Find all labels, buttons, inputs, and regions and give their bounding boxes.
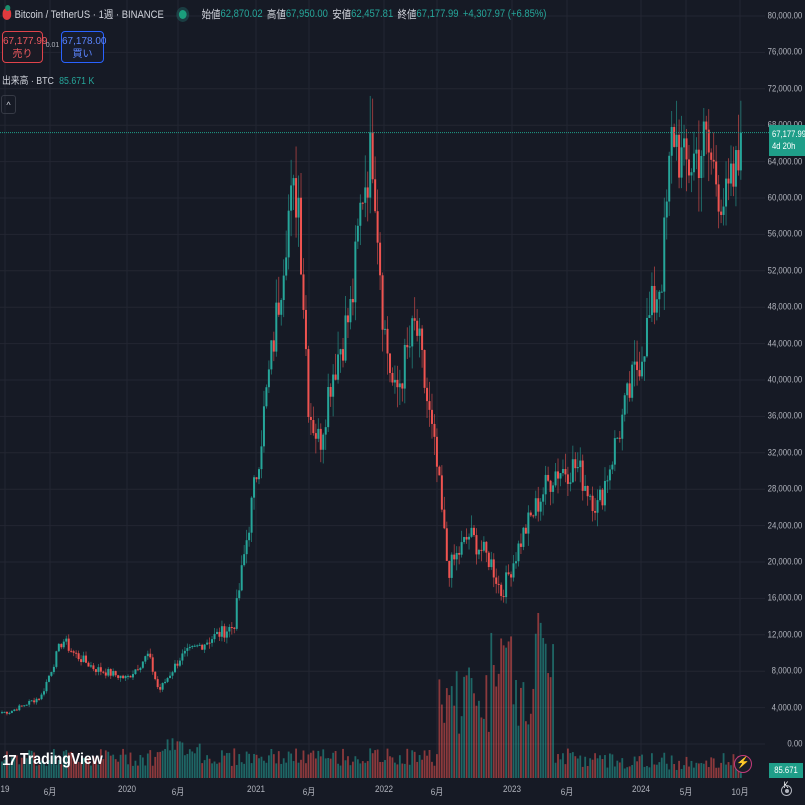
time-tick-label: 2021 <box>247 784 265 795</box>
volume-legend[interactable]: 出来高 · BTC 85.671 K <box>2 72 94 87</box>
chevron-up-icon: ^ <box>6 100 11 110</box>
price-tick-label: 12,000.00 <box>767 629 802 641</box>
volume-tag: 85.671 K <box>769 763 803 790</box>
time-tick-label: 19 <box>0 784 10 795</box>
time-tick-label: 6月 <box>430 787 444 798</box>
last-price: 67,177.99 <box>772 129 805 139</box>
sell-price: 67,177.99 <box>3 36 48 47</box>
price-tick-label: 32,000.00 <box>767 447 802 459</box>
price-tick-label: 72,000.00 <box>767 83 802 95</box>
volume-label: 出来高 · BTC <box>2 76 54 87</box>
high-value: 67,950.00 <box>285 8 328 20</box>
spread-value: 0.01 <box>45 42 60 49</box>
market-status-icon[interactable] <box>179 9 187 19</box>
time-tick-label: 5月 <box>679 787 693 798</box>
price-tick-label: 76,000.00 <box>767 46 802 58</box>
close-label: 終値 <box>397 9 417 21</box>
buy-price: 67,178.00 <box>62 36 107 47</box>
high-label: 高値 <box>266 9 286 21</box>
symbol-legend: Bitcoin / TetherUS · 1週 · BINANCE 始値 62,8… <box>0 4 546 24</box>
buy-label: 買い <box>72 49 93 60</box>
close-value: 67,177.99 <box>416 8 459 20</box>
time-tick-label: 6月 <box>171 787 185 798</box>
time-tick-label: 6月 <box>302 787 316 798</box>
price-tick-label: 36,000.00 <box>767 410 802 422</box>
open-value: 62,870.02 <box>220 8 263 20</box>
tradingview-logo[interactable]: 17 TradingView <box>2 749 114 771</box>
tradingview-wordmark: TradingView <box>19 751 103 768</box>
time-tick-label: 2022 <box>375 784 393 795</box>
buy-button[interactable]: 67,178.00 買い <box>61 31 107 63</box>
last-price-tag: 67,177.99 4d 20h <box>769 125 805 156</box>
volume-value: 85.671 K <box>59 76 95 87</box>
low-value: 62,457.81 <box>351 8 394 20</box>
price-tick-label: 52,000.00 <box>767 265 802 277</box>
low-label: 安値 <box>332 9 352 21</box>
price-tick-label: 28,000.00 <box>767 483 802 495</box>
price-tick-label: 40,000.00 <box>767 374 802 386</box>
tradingview-mark-icon: 17 <box>2 751 17 769</box>
price-tick-label: 56,000.00 <box>767 228 802 240</box>
time-tick-label: 10月 <box>731 787 749 798</box>
bitcoin-logo-icon <box>2 5 12 20</box>
time-tick-label: 2020 <box>118 784 136 795</box>
settings-gear-icon[interactable] <box>781 785 792 796</box>
time-tick-label: 2023 <box>503 784 521 795</box>
time-tick-label: 2024 <box>632 784 650 795</box>
lightning-icon[interactable]: ⚡ <box>734 755 752 773</box>
price-tick-label: 16,000.00 <box>767 592 802 604</box>
change-value: +4,307.97 (+6.85%) <box>462 8 547 20</box>
price-tick-label: 44,000.00 <box>767 338 802 350</box>
price-tick-label: 0.00 <box>786 738 802 750</box>
price-tick-label: 8,000.00 <box>771 665 802 677</box>
price-tick-label: 80,000.00 <box>767 10 802 22</box>
price-tick-label: 24,000.00 <box>767 520 802 532</box>
collapse-legend-button[interactable]: ^ <box>1 95 16 114</box>
price-tick-label: 48,000.00 <box>767 301 802 313</box>
sell-label: 売り <box>12 49 33 60</box>
symbol-title[interactable]: Bitcoin / TetherUS · 1週 · BINANCE <box>14 9 164 21</box>
price-tick-label: 60,000.00 <box>767 192 802 204</box>
price-tick-label: 64,000.00 <box>767 156 802 168</box>
sell-button[interactable]: 67,177.99 売り <box>2 31 48 63</box>
bar-countdown: 4d 20h <box>772 141 796 151</box>
price-tick-label: 20,000.00 <box>767 556 802 568</box>
time-tick-label: 6月 <box>560 787 574 798</box>
open-label: 始値 <box>201 9 221 21</box>
price-tick-label: 4,000.00 <box>771 702 802 714</box>
time-tick-label: 6月 <box>43 787 57 798</box>
